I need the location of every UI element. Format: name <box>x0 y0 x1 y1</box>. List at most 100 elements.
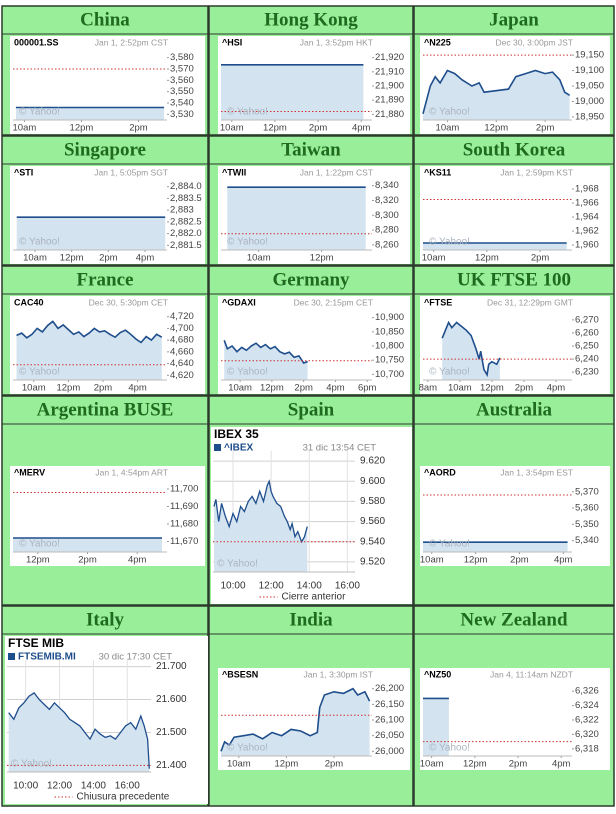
cell-title: Singapore <box>64 139 146 160</box>
x-tick-label: 4pm <box>128 555 147 566</box>
y-tick-label: 8,300 <box>375 210 399 221</box>
x-tick-label: 12pm <box>26 555 50 566</box>
timestamp: Jan 4, 11:14am NZDT <box>490 669 573 679</box>
x-tick-label: 12pm <box>475 253 499 264</box>
x-tick-label: 2pm <box>325 759 344 770</box>
ticker: ^TWII <box>222 167 246 177</box>
y-tick-label: 21.400 <box>156 760 187 771</box>
x-tick-label: 12pm <box>275 759 299 770</box>
cell-title: Spain <box>288 399 335 420</box>
watermark: © Yahoo! <box>227 237 268 248</box>
y-tick-label: 9.620 <box>360 456 385 467</box>
y-tick-label: 1,962 <box>575 226 599 237</box>
y-tick-label: 5,370 <box>575 486 599 497</box>
watermark: © Yahoo! <box>227 743 268 754</box>
timestamp: Dec 30, 2:15pm CET <box>294 297 373 307</box>
y-tick-label: 5,360 <box>575 503 599 514</box>
y-tick-label: 21,890 <box>375 95 404 106</box>
y-tick-label: 8,320 <box>375 195 399 206</box>
area-fill <box>214 481 308 572</box>
x-tick-label: 16:00 <box>335 581 360 592</box>
y-tick-label: 9.520 <box>360 557 385 568</box>
x-tick-label: 14:00 <box>297 581 322 592</box>
legend-label: FTSEMIB.MI <box>18 652 76 663</box>
y-tick-label: 1,960 <box>575 240 599 251</box>
y-tick-label: 9.560 <box>360 516 385 527</box>
ticker: CAC40 <box>14 297 44 307</box>
x-tick-label: 4pm <box>326 383 345 394</box>
y-tick-label: 21,880 <box>375 109 404 120</box>
area-fill <box>15 107 165 120</box>
y-tick-label: 19,150 <box>575 50 604 61</box>
x-tick-label: 12pm <box>464 555 488 566</box>
price-line <box>16 320 163 344</box>
x-tick-label: 12pm <box>463 759 487 770</box>
timestamp: Jan 1, 1:22pm CST <box>300 167 373 177</box>
x-tick-label: 12pm <box>70 123 94 134</box>
x-tick-label: 12pm <box>263 123 287 134</box>
cell-title: Germany <box>272 269 350 290</box>
watermark: © Yahoo! <box>429 367 470 378</box>
y-tick-label: 1,966 <box>575 198 599 209</box>
watermark: © Yahoo! <box>19 539 60 550</box>
y-tick-label: 26,150 <box>375 699 404 710</box>
y-tick-label: 2,884.0 <box>170 181 202 192</box>
y-tick-label: 11,690 <box>170 501 198 512</box>
y-tick-label: 10,700 <box>375 369 404 380</box>
y-tick-label: 4,620 <box>170 370 194 381</box>
x-tick-label: 10am <box>228 383 252 394</box>
x-tick-label: 10am <box>247 253 271 264</box>
timestamp: 31 dic 13:54 CET <box>303 443 377 454</box>
y-tick-label: 6,250 <box>575 341 599 352</box>
ticker: ^FTSE <box>424 297 452 307</box>
x-tick-label: 12pm <box>310 253 334 264</box>
y-tick-label: 8,280 <box>375 225 399 236</box>
price-line <box>8 692 150 769</box>
x-tick-label: 2pm <box>294 383 313 394</box>
area-fill <box>423 698 449 756</box>
watermark: © Yahoo! <box>19 367 60 378</box>
x-tick-label: 10am <box>448 383 472 394</box>
timestamp: Jan 1, 4:54pm ART <box>95 467 168 477</box>
legend-swatch <box>8 653 15 660</box>
y-tick-label: 21,910 <box>375 66 404 77</box>
x-tick-label: 10am <box>422 253 446 264</box>
x-tick-label: 12pm <box>260 383 284 394</box>
y-tick-label: 18,950 <box>575 111 604 122</box>
ticker: ^BSESN <box>222 669 258 679</box>
x-tick-label: 10am <box>23 253 47 264</box>
y-tick-label: 6,270 <box>575 314 599 325</box>
legend-label: Chiusura precedente <box>77 792 170 803</box>
timestamp: Jan 1, 3:30pm IST <box>304 669 373 679</box>
x-tick-label: 10am <box>220 123 244 134</box>
y-tick-label: 2,881.5 <box>170 240 202 251</box>
y-tick-label: 21,920 <box>375 52 404 63</box>
cell-title: UK FTSE 100 <box>457 269 571 290</box>
cell-title: Italy <box>86 609 125 630</box>
x-tick-label: 2pm <box>129 123 148 134</box>
x-tick-label: 2pm <box>99 253 118 264</box>
y-tick-label: 10,800 <box>375 341 404 352</box>
x-tick-label: 2pm <box>309 123 328 134</box>
x-tick-label: 16:00 <box>115 781 140 792</box>
y-tick-label: 26,050 <box>375 730 404 741</box>
timestamp: Dec 31, 12:29pm GMT <box>487 297 573 307</box>
ticker: ^KS11 <box>424 167 451 177</box>
x-tick-label: 12:00 <box>47 781 72 792</box>
timestamp: Jan 1, 5:05pm SGT <box>94 167 168 177</box>
x-tick-label: 10:00 <box>220 581 245 592</box>
y-tick-label: 5,340 <box>575 535 599 546</box>
cell-title: Hong Kong <box>264 9 358 30</box>
timestamp: Dec 30, 5:30pm CET <box>89 297 168 307</box>
y-tick-label: 3,530 <box>170 109 194 120</box>
y-tick-label: 19,050 <box>575 81 604 92</box>
area-fill <box>227 187 366 250</box>
ticker: ^MERV <box>14 467 45 477</box>
price-line <box>441 320 501 378</box>
watermark: © Yahoo! <box>217 559 258 570</box>
cell-title: Australia <box>476 399 553 420</box>
ticker: 000001.SS <box>14 37 59 47</box>
x-tick-label: 2pm <box>531 253 550 264</box>
price-line <box>422 69 571 115</box>
